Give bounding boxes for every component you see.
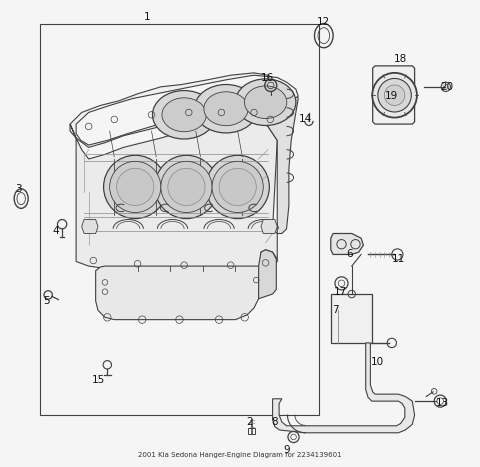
Text: 20: 20 — [441, 82, 454, 92]
Circle shape — [372, 73, 417, 118]
Text: 4: 4 — [53, 226, 60, 236]
Text: 14: 14 — [299, 114, 312, 124]
Text: 17: 17 — [334, 287, 347, 297]
Ellipse shape — [244, 86, 287, 119]
Text: 18: 18 — [394, 54, 407, 64]
Polygon shape — [273, 343, 415, 433]
Polygon shape — [259, 250, 276, 299]
Circle shape — [378, 78, 411, 112]
Circle shape — [219, 168, 256, 205]
Ellipse shape — [204, 92, 248, 126]
Circle shape — [212, 161, 264, 212]
Bar — [40, 24, 319, 415]
Text: 5: 5 — [44, 296, 50, 306]
Bar — [248, 428, 255, 434]
Text: 11: 11 — [392, 254, 405, 264]
Text: 19: 19 — [384, 91, 398, 101]
Text: 2001 Kia Sedona Hanger-Engine Diagram for 2234139601: 2001 Kia Sedona Hanger-Engine Diagram fo… — [138, 452, 342, 458]
Text: 9: 9 — [283, 445, 290, 455]
Circle shape — [155, 155, 218, 219]
Polygon shape — [82, 219, 98, 234]
Polygon shape — [331, 234, 363, 255]
Text: 10: 10 — [371, 356, 384, 367]
Polygon shape — [268, 80, 298, 233]
Polygon shape — [76, 75, 298, 145]
Circle shape — [168, 168, 205, 205]
Polygon shape — [70, 120, 277, 269]
Text: 7: 7 — [332, 305, 339, 315]
Circle shape — [117, 168, 154, 205]
Circle shape — [104, 155, 167, 219]
Polygon shape — [261, 219, 277, 234]
Ellipse shape — [235, 79, 296, 126]
Ellipse shape — [162, 98, 206, 132]
Text: 1: 1 — [144, 12, 150, 22]
Text: 12: 12 — [317, 17, 330, 27]
Text: 15: 15 — [91, 375, 105, 385]
Circle shape — [384, 85, 405, 106]
Text: 16: 16 — [261, 72, 275, 83]
Text: 2: 2 — [246, 417, 252, 427]
Bar — [331, 294, 372, 343]
Polygon shape — [372, 66, 415, 124]
Ellipse shape — [153, 91, 216, 139]
Polygon shape — [96, 250, 277, 319]
Text: 13: 13 — [436, 398, 449, 409]
Text: 3: 3 — [15, 184, 22, 194]
Ellipse shape — [194, 85, 258, 133]
Circle shape — [161, 161, 212, 212]
Circle shape — [206, 155, 269, 219]
Circle shape — [109, 161, 161, 212]
Text: 8: 8 — [272, 417, 278, 427]
Text: 6: 6 — [346, 249, 353, 260]
Polygon shape — [70, 73, 282, 148]
